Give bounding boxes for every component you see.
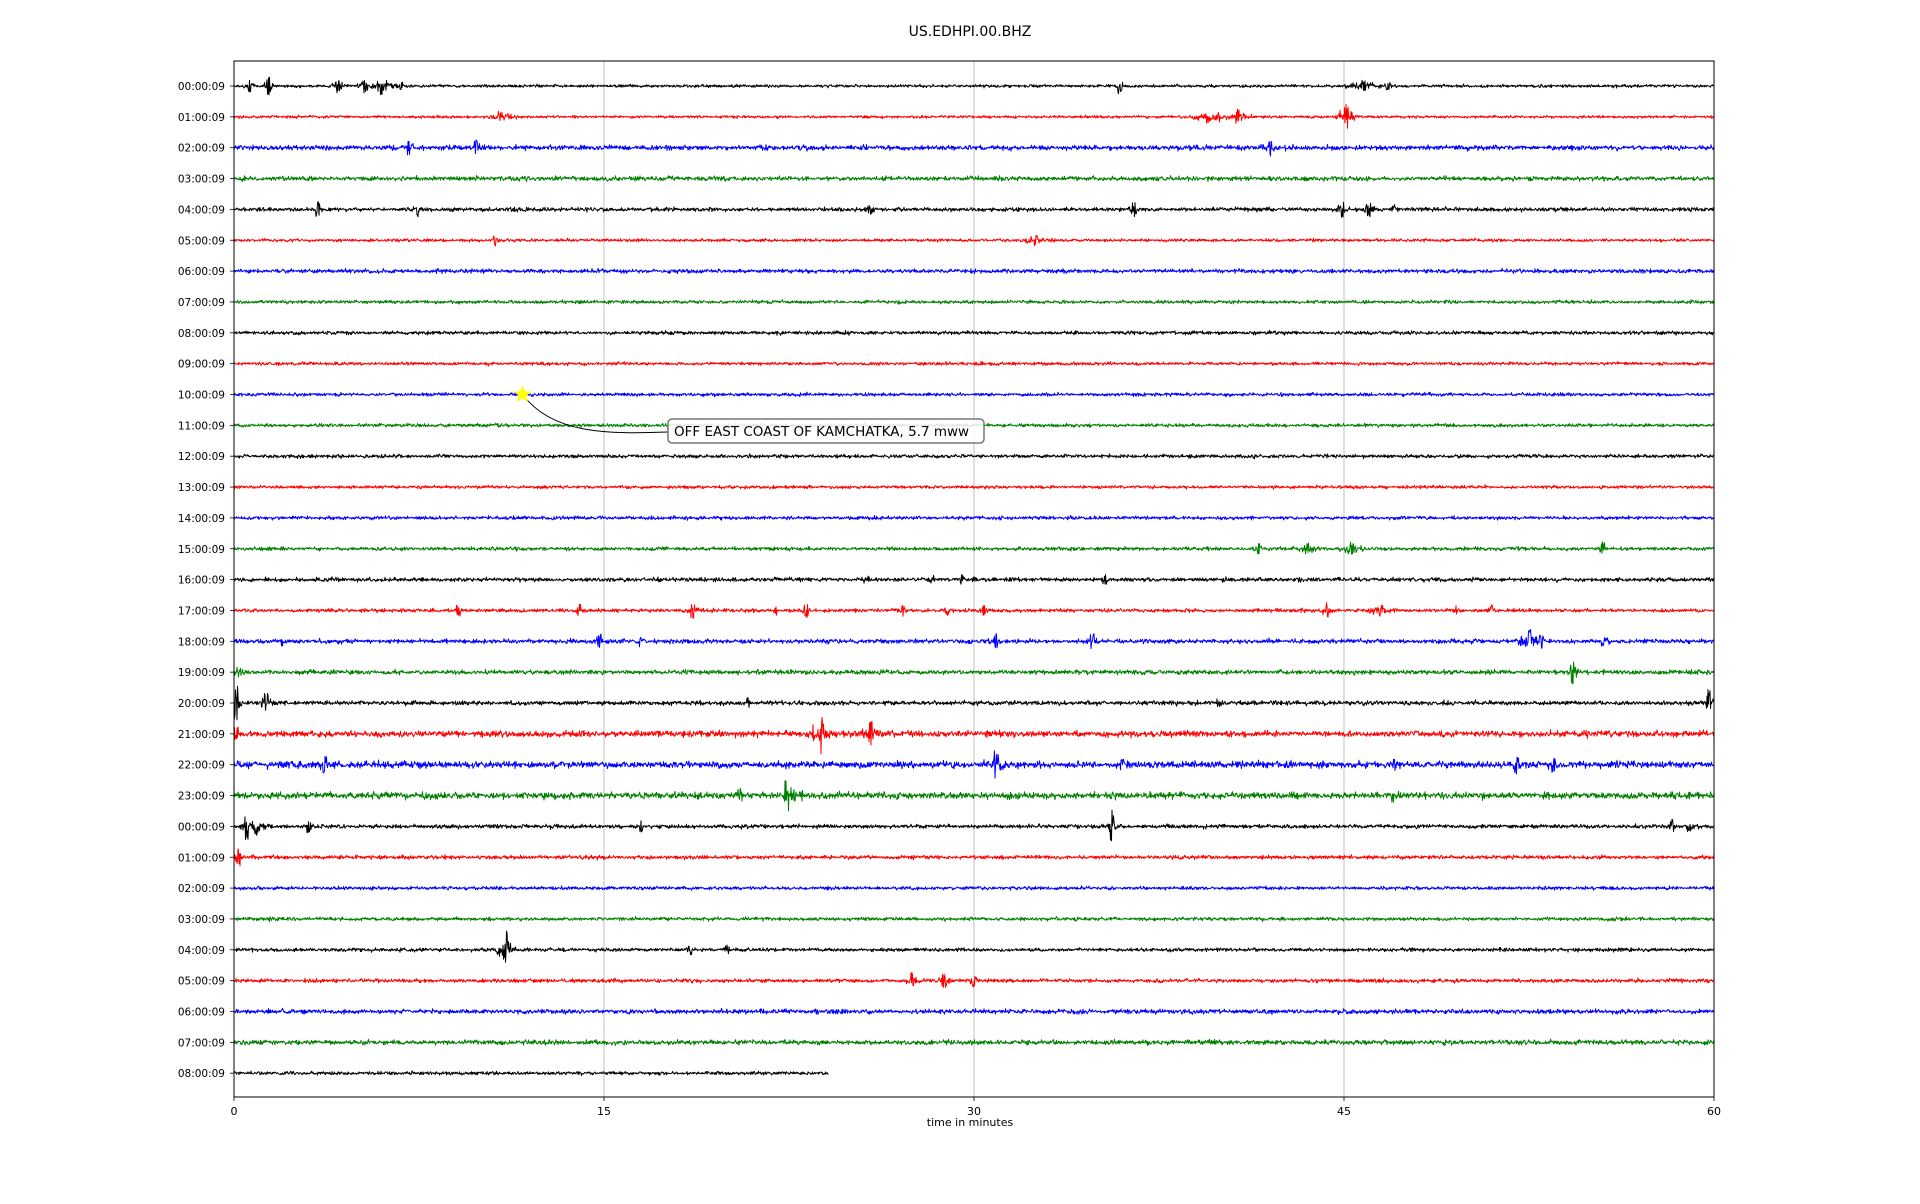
trace-row-15 xyxy=(233,541,1715,555)
trace-row-5 xyxy=(233,234,1715,247)
row-label: 05:00:09 xyxy=(178,976,225,988)
trace-row-2 xyxy=(233,139,1715,157)
trace-row-28 xyxy=(233,930,1715,963)
row-label: 07:00:09 xyxy=(178,1037,225,1049)
x-tick-label: 0 xyxy=(231,1105,238,1118)
row-label: 04:00:09 xyxy=(178,204,225,216)
trace-row-16 xyxy=(233,574,1715,585)
x-tick-label: 30 xyxy=(967,1105,981,1118)
row-label: 08:00:09 xyxy=(178,1068,225,1080)
row-label: 12:00:09 xyxy=(178,451,225,463)
trace-row-32 xyxy=(233,1070,829,1077)
row-label: 03:00:09 xyxy=(178,914,225,926)
trace-row-30 xyxy=(234,1007,1715,1016)
trace-row-22 xyxy=(233,750,1715,779)
row-label: 00:00:09 xyxy=(178,81,225,93)
row-label: 08:00:09 xyxy=(178,328,225,340)
row-label: 06:00:09 xyxy=(178,1007,225,1019)
row-label: 07:00:09 xyxy=(178,297,225,309)
trace-row-9 xyxy=(233,360,1715,367)
trace-row-6 xyxy=(233,267,1715,275)
annotation-box xyxy=(667,418,985,444)
row-label: 03:00:09 xyxy=(178,174,225,186)
x-tick-label: 15 xyxy=(597,1105,611,1118)
row-label: 22:00:09 xyxy=(178,760,225,772)
row-label: 01:00:09 xyxy=(178,112,225,124)
row-label: 02:00:09 xyxy=(178,143,225,155)
trace-row-25 xyxy=(233,848,1715,867)
trace-row-18 xyxy=(233,629,1715,650)
x-axis-label: time in minutes xyxy=(927,1116,1014,1129)
plot-frame xyxy=(233,60,1715,1098)
annotation-connector xyxy=(522,394,669,434)
row-label: 09:00:09 xyxy=(178,359,225,371)
trace-row-31 xyxy=(233,1038,1715,1046)
trace-row-26 xyxy=(233,885,1715,891)
trace-row-19 xyxy=(233,661,1715,685)
trace-row-17 xyxy=(233,602,1715,619)
trace-row-8 xyxy=(233,329,1715,336)
trace-row-29 xyxy=(233,972,1715,988)
row-label: 13:00:09 xyxy=(178,482,225,494)
x-tick-label: 60 xyxy=(1707,1105,1721,1118)
event-star-marker xyxy=(513,385,532,403)
annotation-layer: OFF EAST COAST OF KAMCHATKA, 5.7 mww xyxy=(513,385,985,444)
trace-row-21 xyxy=(233,717,1715,755)
trace-row-23 xyxy=(233,780,1715,812)
row-label: 20:00:09 xyxy=(178,698,225,710)
trace-row-7 xyxy=(233,299,1715,305)
trace-row-4 xyxy=(233,201,1715,218)
row-label: 04:00:09 xyxy=(178,945,225,957)
trace-row-3 xyxy=(233,175,1715,183)
row-label: 06:00:09 xyxy=(178,266,225,278)
row-label: 15:00:09 xyxy=(178,544,225,556)
row-label: 18:00:09 xyxy=(178,636,225,648)
annotation-label: OFF EAST COAST OF KAMCHATKA, 5.7 mww xyxy=(674,424,969,440)
trace-row-27 xyxy=(233,915,1715,923)
trace-layer xyxy=(233,76,1715,1077)
x-axis-ticks: 0 15 30 45 60 xyxy=(231,1097,1721,1118)
row-label: 05:00:09 xyxy=(178,235,225,247)
row-label: 14:00:09 xyxy=(178,513,225,525)
chart-title: US.EDHPI.00.BHZ xyxy=(909,24,1032,40)
trace-row-1 xyxy=(233,104,1715,129)
trace-row-20 xyxy=(233,685,1715,721)
row-label: 16:00:09 xyxy=(178,575,225,587)
trace-row-13 xyxy=(233,484,1715,490)
trace-row-10 xyxy=(233,391,1715,398)
row-label: 17:00:09 xyxy=(178,605,225,617)
trace-row-12 xyxy=(233,453,1715,460)
row-label: 23:00:09 xyxy=(178,791,225,803)
trace-row-0 xyxy=(233,76,1715,96)
trace-row-14 xyxy=(233,515,1715,521)
row-label: 01:00:09 xyxy=(178,852,225,864)
x-tick-label: 45 xyxy=(1337,1105,1351,1118)
row-label: 00:00:09 xyxy=(178,821,225,833)
row-label: 11:00:09 xyxy=(178,420,225,432)
row-label: 02:00:09 xyxy=(178,883,225,895)
row-labels: 00:00:09 01:00:09 02:00:09 03:00:09 04:00:09… xyxy=(178,81,234,1080)
trace-row-24 xyxy=(233,809,1715,842)
row-label: 21:00:09 xyxy=(178,729,225,741)
row-label: 10:00:09 xyxy=(178,390,225,402)
row-label: 19:00:09 xyxy=(178,667,225,679)
